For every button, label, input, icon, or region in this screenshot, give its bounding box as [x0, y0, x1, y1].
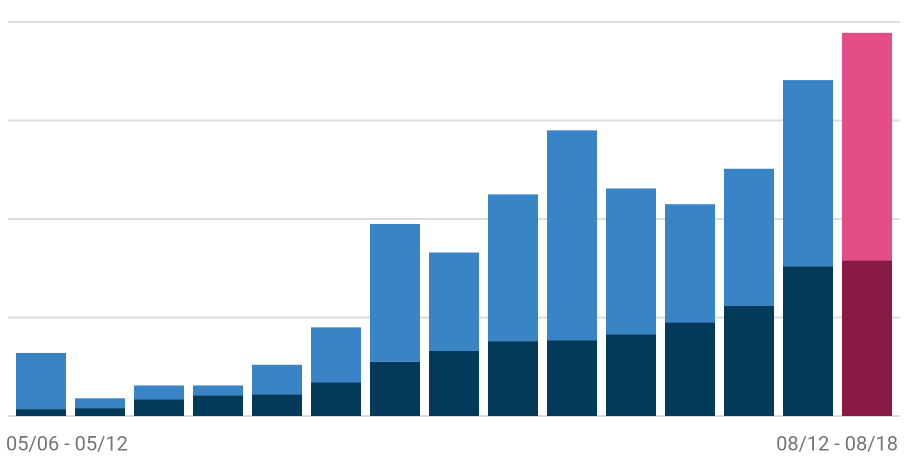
bar-segment — [606, 334, 656, 416]
bar-segment — [252, 394, 302, 416]
bar-segment — [606, 188, 656, 335]
bar-segment — [75, 398, 125, 409]
bar-segment — [724, 168, 774, 306]
bar-segment — [783, 80, 833, 267]
bar-segment — [842, 260, 892, 416]
x-tick-label: 08/12 - 08/18 — [776, 431, 898, 455]
bar-segment — [547, 340, 597, 416]
bar-segment — [370, 361, 420, 416]
bar-segment — [311, 382, 361, 416]
bar-segment — [488, 341, 538, 416]
bar-segment — [842, 32, 892, 261]
bar-segment — [193, 395, 243, 416]
bar-segment — [16, 352, 66, 410]
bar-segment — [429, 350, 479, 416]
bar-segment — [370, 223, 420, 362]
bar-segment — [16, 409, 66, 416]
bar-segment — [193, 385, 243, 396]
bar-segment — [429, 252, 479, 351]
bar-segment — [547, 130, 597, 341]
bar-segment — [75, 408, 125, 416]
bar-segment — [488, 194, 538, 342]
bar-segment — [311, 327, 361, 383]
bar-segment — [252, 364, 302, 395]
bar-segment — [783, 266, 833, 416]
bar-segment — [665, 322, 715, 416]
bar-segment — [724, 305, 774, 416]
bar-segment — [665, 204, 715, 323]
bar-segment — [134, 385, 184, 400]
bar-segment — [134, 399, 184, 416]
x-tick-label: 05/06 - 05/12 — [6, 431, 128, 455]
